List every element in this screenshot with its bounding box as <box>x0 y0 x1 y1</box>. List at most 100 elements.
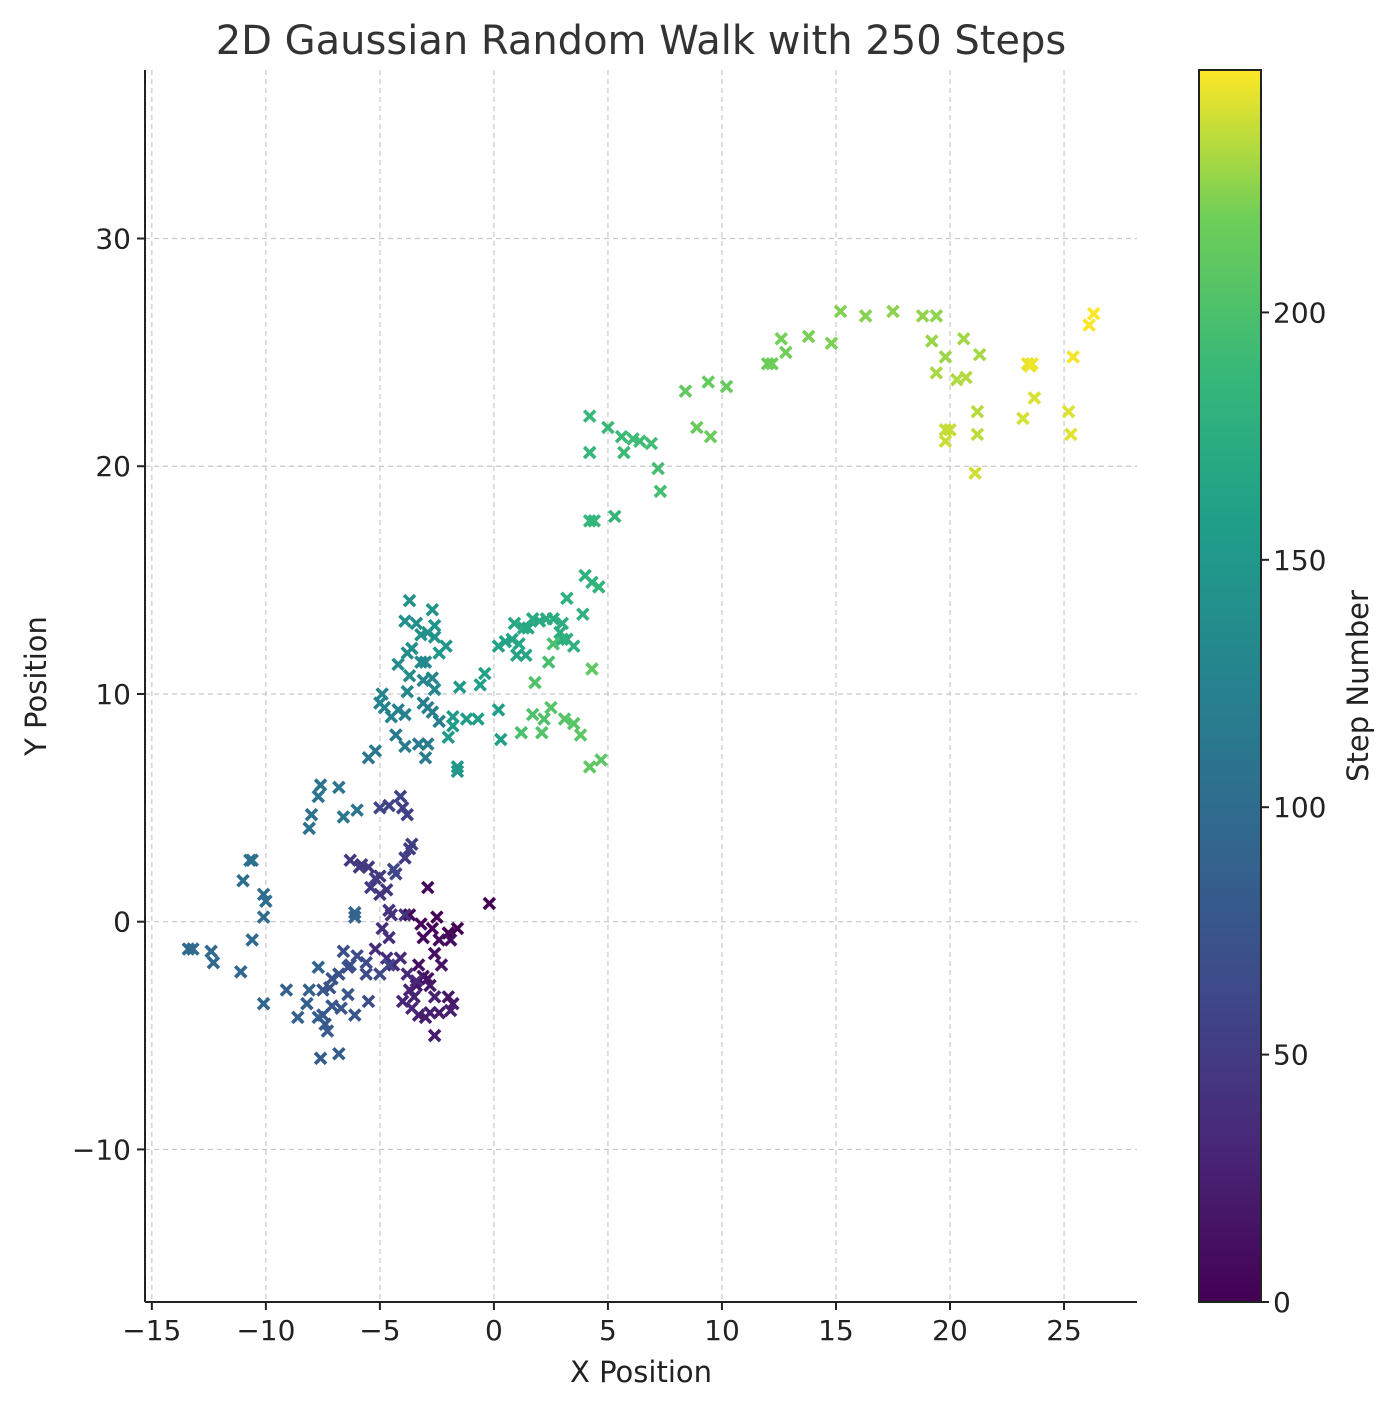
scatter-point <box>325 971 339 986</box>
scatter-point <box>576 607 590 622</box>
scatter-point <box>379 883 394 897</box>
scatter-point <box>970 427 985 442</box>
scatter-point <box>582 445 597 460</box>
y-axis-ticks: −10 0 10 20 30 <box>72 223 145 1166</box>
scatter-point <box>608 509 622 524</box>
scatter-point <box>434 958 449 972</box>
x-axis-label: X Position <box>570 1355 712 1389</box>
scatter-point <box>1066 350 1080 364</box>
scatter-point <box>478 666 492 681</box>
scatter-point <box>959 370 973 385</box>
scatter-point <box>1025 356 1039 371</box>
scatter-point <box>368 871 383 886</box>
scatter-point <box>402 908 417 922</box>
scatter-point <box>432 646 446 660</box>
scatter-point <box>915 309 930 323</box>
scatter-point <box>382 798 396 813</box>
colorbar-tick-label: 0 <box>1273 1286 1291 1319</box>
scatter-point <box>566 639 581 653</box>
scatter-point <box>234 965 248 979</box>
scatter-point <box>452 680 467 694</box>
scatter-point <box>336 810 351 824</box>
scatter-point <box>450 760 465 774</box>
scatter-point <box>525 707 540 722</box>
scatter-point <box>400 967 415 981</box>
scatter-point <box>332 780 346 795</box>
scatter-point <box>507 616 522 631</box>
scatter-point <box>968 466 982 480</box>
scatter-point <box>382 903 396 918</box>
scatter-point <box>322 980 337 995</box>
scatter-point <box>361 994 376 1009</box>
scatter-point <box>181 942 196 956</box>
x-tick-label: 20 <box>932 1314 968 1347</box>
scatter-point <box>425 602 440 617</box>
scatter-point <box>535 725 549 740</box>
scatter-point <box>206 955 221 970</box>
scatter-point <box>398 851 412 865</box>
scatter-point <box>302 983 316 997</box>
scatter-point <box>824 336 839 351</box>
scatter-point <box>443 1003 458 1018</box>
scatter-point <box>405 641 419 656</box>
scatter-point <box>348 905 362 920</box>
scatter-point <box>929 309 944 323</box>
scatter-point <box>204 944 218 959</box>
x-tick-label: 25 <box>1046 1314 1082 1347</box>
scatter-point <box>425 671 440 685</box>
scatter-point <box>833 304 848 319</box>
scatter-point <box>924 334 939 348</box>
scatter-point <box>334 1001 348 1016</box>
scatter-point <box>482 896 497 911</box>
scatter-point <box>950 372 964 387</box>
scatter-point <box>375 687 389 701</box>
scatter-point <box>402 842 417 856</box>
scatter-point <box>617 445 631 460</box>
colorbar-tick-label: 50 <box>1273 1039 1309 1072</box>
scatter-point <box>938 434 953 448</box>
scatter-point <box>528 675 542 690</box>
scatter-point <box>245 853 259 867</box>
scatter-point <box>537 712 551 726</box>
scatter-point <box>245 933 259 947</box>
scatter-point <box>943 423 957 437</box>
scatter-point <box>418 750 433 765</box>
scatter-point <box>423 978 437 993</box>
scatter-point <box>443 933 458 947</box>
y-tick-label: 10 <box>95 678 131 711</box>
scatter-point <box>427 1028 442 1043</box>
scatter-point <box>519 648 533 663</box>
y-tick-label: −10 <box>72 1133 131 1166</box>
scatter-point <box>373 801 387 815</box>
scatter-point <box>594 753 608 767</box>
scatter-point <box>441 730 456 745</box>
scatter-point <box>427 990 442 1004</box>
scatter-point <box>938 423 953 437</box>
scatter-point <box>765 356 779 371</box>
scatter-point <box>348 910 362 924</box>
scatter-point <box>446 719 460 733</box>
scatter-point <box>405 1001 419 1016</box>
scatter-point <box>592 580 606 594</box>
scatter-point <box>402 668 417 683</box>
scatter-point <box>701 375 716 389</box>
scatter-point <box>582 760 597 774</box>
scatter-point <box>336 944 351 959</box>
x-tick-label: −15 <box>122 1314 181 1347</box>
scatter-point <box>409 616 424 631</box>
scatter-point <box>400 684 415 699</box>
x-tick-label: 0 <box>485 1314 503 1347</box>
scatter-point <box>512 637 526 651</box>
scatter-point <box>411 958 426 972</box>
scatter-point <box>427 630 442 644</box>
scatter-point <box>350 803 364 817</box>
scatter-point <box>493 732 508 747</box>
scatter-point <box>332 1047 346 1061</box>
colorbar-tick-label: 150 <box>1273 544 1326 577</box>
scatter-point <box>573 728 588 742</box>
scatter-point <box>491 703 506 717</box>
x-axis-ticks: −15 −10 −5 0 5 10 15 20 25 <box>122 1302 1082 1347</box>
scatter-point <box>363 880 378 895</box>
scatter-point <box>544 700 558 715</box>
